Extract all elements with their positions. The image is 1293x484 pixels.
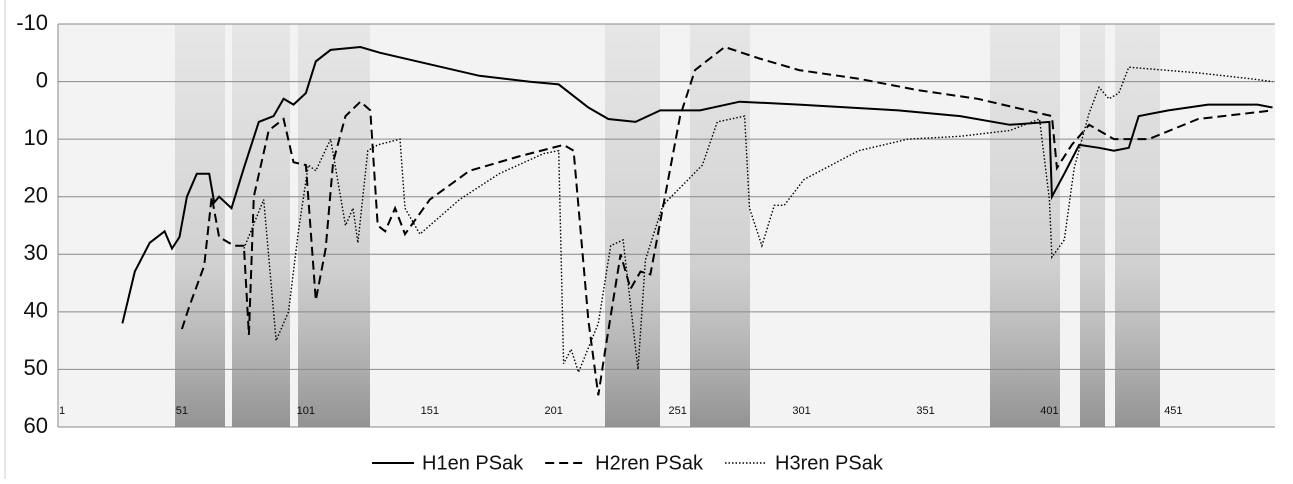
x-tick-label: 451 — [1164, 405, 1182, 417]
y-tick-label: 60 — [24, 413, 48, 438]
x-tick-label: 351 — [916, 405, 934, 417]
legend-label: H1en PSak — [422, 452, 524, 474]
y-tick-label: -10 — [16, 10, 48, 35]
y-tick-label: 10 — [24, 125, 48, 150]
x-tick-label: 401 — [1040, 405, 1058, 417]
y-tick-label: 30 — [24, 240, 48, 265]
series-line — [121, 45, 1273, 324]
legend-label: H2ren PSak — [595, 452, 704, 474]
y-tick-label: 50 — [24, 355, 48, 380]
x-tick-label: 201 — [545, 405, 563, 417]
y-tick-label: 20 — [24, 183, 48, 208]
x-tick-label: 151 — [421, 405, 439, 417]
x-tick-label: 301 — [792, 405, 810, 417]
spectrogram-bands — [175, 24, 1160, 427]
y-tick-label: 40 — [24, 298, 48, 323]
x-tick-label: 51 — [176, 405, 188, 417]
x-tick-label: 101 — [297, 405, 315, 417]
x-tick-label: 251 — [668, 405, 686, 417]
x-tick-label: 1 — [59, 405, 65, 417]
y-tick-label: 0 — [36, 67, 48, 92]
series-line — [180, 45, 1273, 396]
legend-label: H3ren PSak — [775, 452, 884, 474]
